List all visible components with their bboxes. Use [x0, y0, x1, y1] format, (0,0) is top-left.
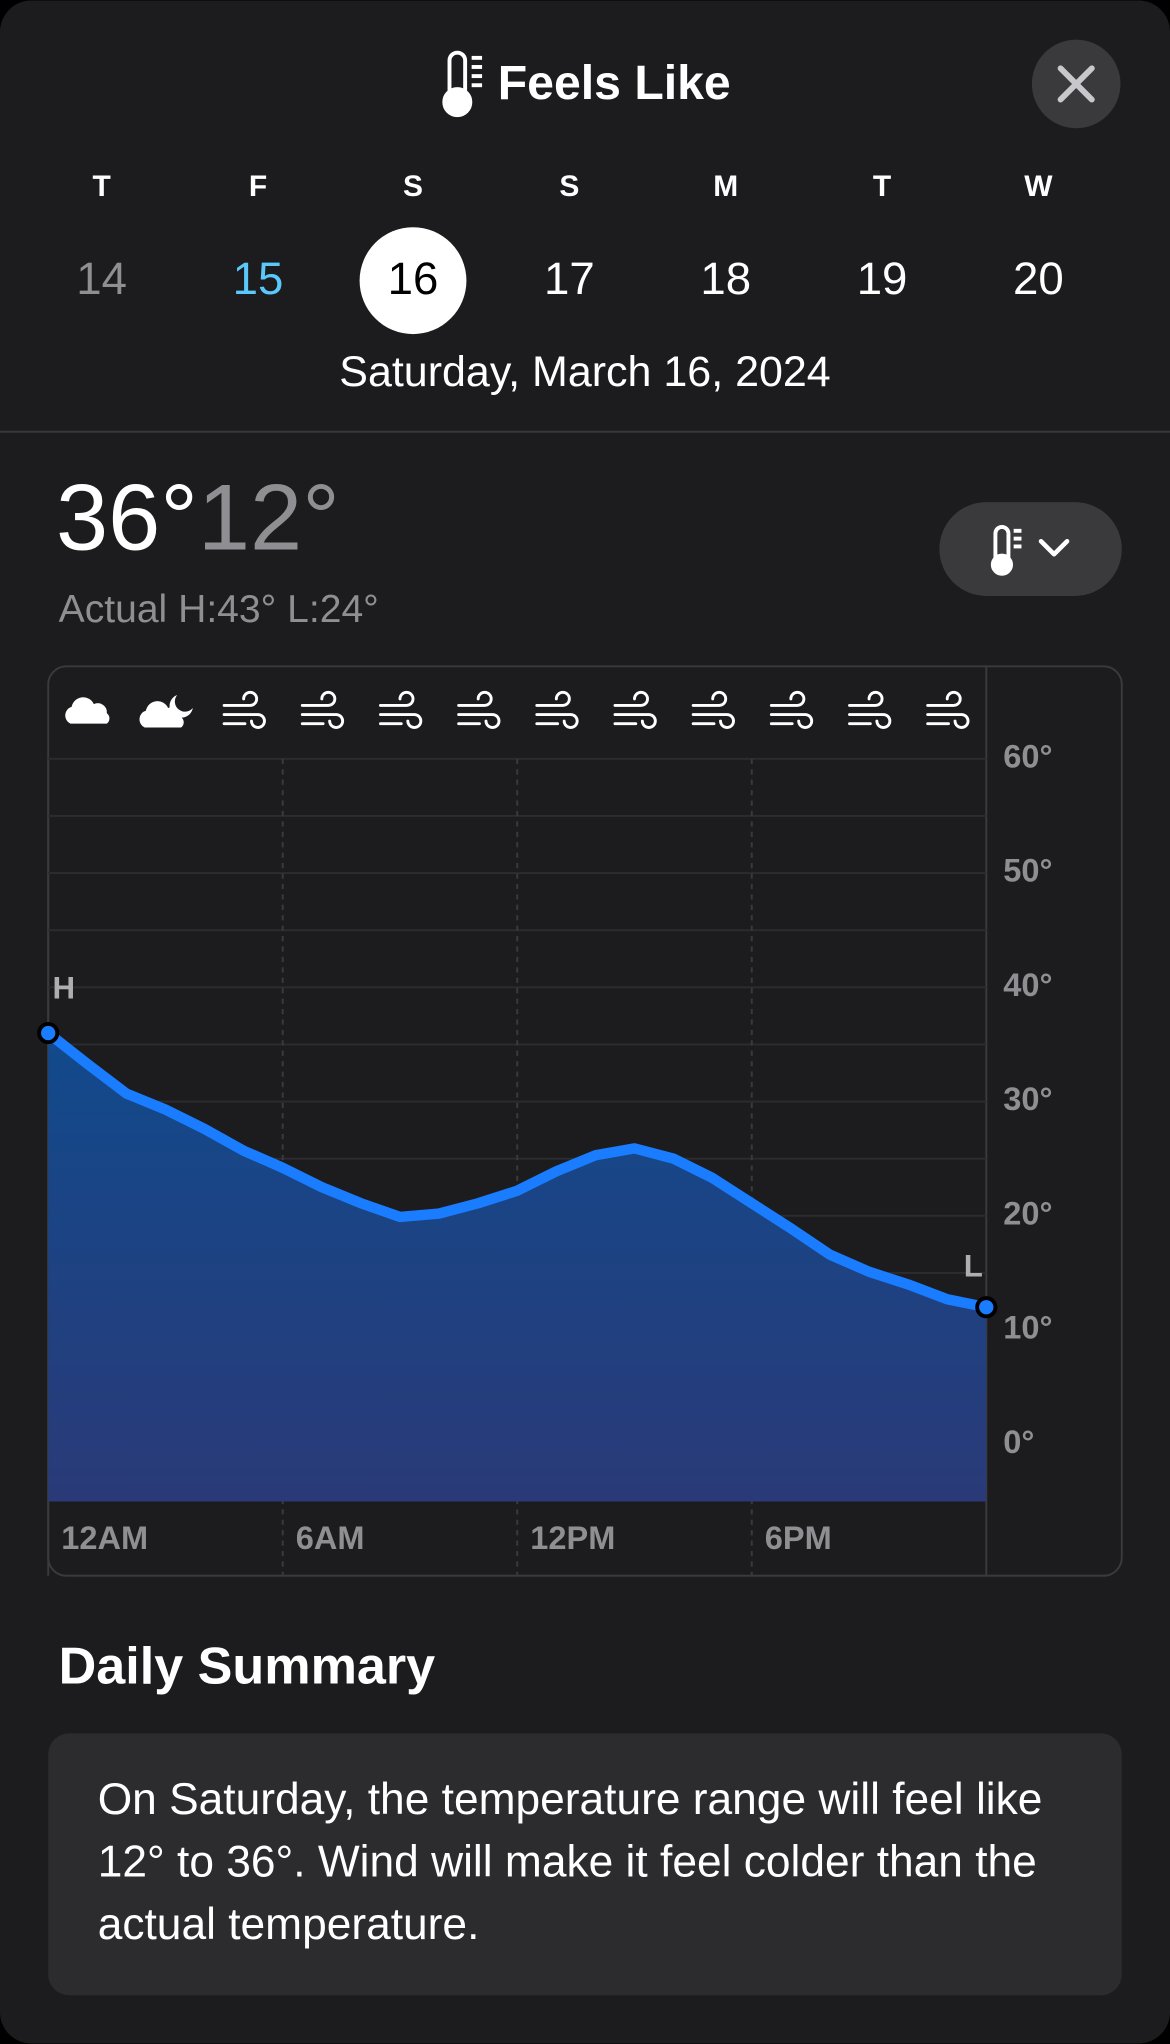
extreme-label: L — [964, 1248, 983, 1283]
y-tick-label: 0° — [1003, 1424, 1034, 1460]
day-button[interactable]: 20 — [1013, 253, 1064, 304]
section-title: Daily Summary — [59, 1637, 436, 1695]
wind-icon — [300, 690, 345, 729]
wind-icon — [379, 690, 423, 729]
wind-icon — [457, 690, 501, 729]
weekday: T — [873, 170, 891, 203]
extreme-point — [37, 1021, 60, 1045]
weekday: S — [559, 170, 579, 203]
weekday: W — [1024, 170, 1053, 203]
weekday: M — [713, 170, 738, 203]
condition-icon — [379, 690, 423, 729]
y-tick-label: 30° — [1003, 1081, 1052, 1117]
x-tick-label: 6PM — [765, 1520, 832, 1556]
extreme-label: H — [53, 970, 76, 1005]
condition-icon — [848, 690, 892, 729]
thermometer-icon — [442, 50, 483, 118]
high-temp: 36° — [56, 464, 198, 569]
condition-icon — [300, 690, 345, 729]
condition-icon — [613, 690, 657, 729]
condition-icon — [926, 690, 970, 729]
y-tick-label: 40° — [1003, 967, 1052, 1003]
wind-icon — [769, 690, 814, 729]
y-tick-label: 20° — [1003, 1195, 1052, 1231]
condition-icon — [222, 690, 266, 729]
chart: 0° 10° 20° 30° 40° 50° 60° 12AM 6AM 12PM 6PM H L — [37, 738, 1052, 1576]
actual-temps: Actual H:43° L:24° — [59, 588, 379, 631]
day-button[interactable]: 15 — [233, 253, 284, 304]
low-temp: 12° — [198, 464, 340, 569]
wind-icon — [222, 690, 266, 729]
y-tick-label: 50° — [1003, 853, 1052, 889]
area — [48, 1033, 987, 1502]
x-tick-label: 12PM — [530, 1520, 615, 1556]
wind-icon — [613, 690, 657, 729]
summary-card — [48, 1733, 1122, 1996]
wind-icon — [926, 690, 970, 729]
condition-dropdown[interactable] — [939, 502, 1122, 596]
selected-day-marker — [359, 227, 467, 335]
selected-date: Saturday, March 16, 2024 — [339, 348, 830, 396]
condition-icon — [457, 690, 501, 729]
temperature-range: 36°12° — [56, 464, 340, 569]
day-button[interactable]: 18 — [700, 253, 751, 304]
condition-icon — [65, 697, 110, 724]
y-tick-label: 60° — [1003, 738, 1052, 774]
x-tick-label: 12AM — [61, 1520, 148, 1556]
summary-text: On Saturday, the temperature range will … — [97, 1775, 1043, 1950]
weekday: F — [249, 170, 267, 203]
day-button[interactable]: 17 — [544, 253, 595, 304]
wind-icon — [848, 690, 892, 729]
weekday: S — [403, 170, 423, 203]
day-button[interactable]: 14 — [76, 253, 127, 304]
extreme-point — [975, 1296, 998, 1319]
hourly-conditions — [65, 690, 970, 729]
day-button[interactable]: 19 — [857, 253, 908, 304]
summary-text-box: On Saturday, the temperature range will … — [97, 1775, 1043, 1950]
x-tick-label: 6AM — [296, 1520, 365, 1556]
wind-icon — [691, 690, 735, 729]
condition-icon — [139, 694, 193, 728]
cloud-icon — [139, 701, 184, 728]
condition-icon — [535, 690, 579, 729]
close-button[interactable] — [1031, 39, 1121, 129]
title: Feels Like — [498, 56, 731, 110]
wind-icon — [535, 690, 579, 729]
condition-icon — [769, 690, 814, 729]
weekday: T — [92, 170, 110, 203]
day-button[interactable]: 16 — [388, 253, 439, 304]
cloud-icon — [65, 697, 110, 724]
condition-icon — [691, 690, 735, 729]
line — [42, 1027, 992, 1313]
y-tick-label: 10° — [1003, 1310, 1052, 1346]
